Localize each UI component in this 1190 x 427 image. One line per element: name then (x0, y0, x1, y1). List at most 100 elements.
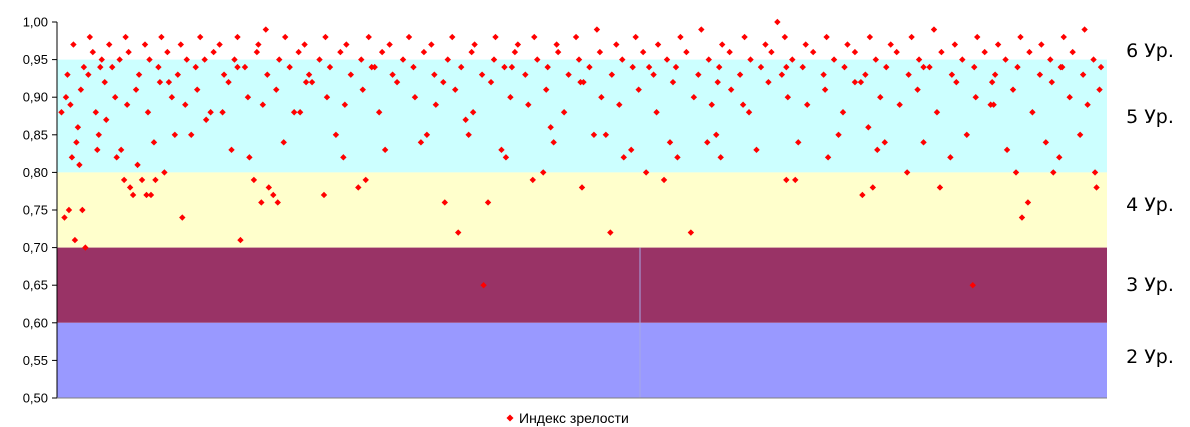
data-point (109, 63, 116, 71)
data-point (76, 161, 83, 169)
band-level-5 (57, 322, 1107, 398)
data-point (73, 139, 80, 146)
data-point (1003, 146, 1011, 154)
data-point (265, 184, 272, 191)
data-point (123, 101, 131, 108)
data-point (150, 139, 158, 146)
data-point (920, 63, 927, 71)
data-point (620, 154, 627, 161)
data-point (469, 109, 477, 116)
data-point (705, 56, 712, 63)
data-point (613, 41, 620, 48)
data-point (577, 78, 584, 86)
data-point (872, 56, 880, 63)
data-point (514, 41, 522, 48)
data-point (182, 101, 189, 108)
data-point (865, 124, 872, 131)
level-label-1: 6 Ур. (1126, 40, 1174, 62)
data-point (68, 154, 76, 161)
data-point (143, 191, 150, 199)
y-tick-labels: 1,00 0,95 0,90 0,85 0,80 0,75 0,70 0,65 0,60 0,55… (23, 15, 48, 406)
data-point (207, 109, 214, 116)
data-point (809, 48, 817, 56)
data-point (508, 63, 516, 71)
data-point (1014, 63, 1021, 71)
data-point (274, 199, 281, 206)
data-point (547, 124, 554, 131)
data-point (974, 33, 981, 41)
data-point (219, 109, 226, 116)
data-point (302, 78, 310, 86)
data-point (1048, 78, 1055, 86)
data-point (762, 41, 769, 48)
data-point (359, 86, 366, 93)
data-point (795, 139, 802, 146)
data-point (129, 191, 137, 199)
data-point (161, 169, 168, 176)
data-point (851, 78, 859, 86)
data-point (165, 78, 173, 86)
data-point (1081, 26, 1088, 33)
data-point (371, 63, 378, 71)
data-point (101, 78, 108, 86)
data-point (144, 109, 152, 116)
data-point (164, 48, 171, 56)
data-point (598, 94, 605, 101)
data-point (411, 94, 419, 101)
data-point (468, 48, 475, 56)
legend-label: Индекс зрелости (519, 410, 629, 426)
data-point (393, 78, 401, 86)
data-point (358, 56, 365, 63)
data-point (821, 86, 829, 93)
data-point (64, 71, 71, 78)
data-point (525, 101, 532, 108)
data-point (632, 33, 639, 41)
data-point (726, 48, 733, 56)
legend: Индекс зрелости (506, 410, 629, 426)
data-point (938, 48, 945, 56)
data-point (936, 184, 944, 191)
data-point (340, 154, 347, 161)
data-point (887, 41, 894, 48)
data-point (296, 109, 304, 116)
data-point (1002, 56, 1009, 63)
band-level-2 (57, 59, 1107, 173)
data-point (781, 33, 789, 41)
data-point (789, 56, 796, 63)
data-point (183, 56, 190, 63)
data-point (1066, 94, 1073, 101)
data-point (1091, 169, 1099, 176)
data-point (253, 48, 261, 56)
data-point (1047, 56, 1054, 63)
data-point (428, 41, 435, 48)
data-point (177, 41, 185, 48)
data-point (802, 41, 809, 48)
data-point (862, 71, 869, 78)
data-point (478, 71, 486, 78)
data-point (375, 109, 383, 116)
data-point (126, 184, 134, 191)
data-point (914, 86, 921, 93)
data-point (132, 86, 140, 93)
band-level-1 (57, 22, 1107, 60)
data-point (194, 86, 201, 93)
data-point (550, 139, 557, 146)
y-tick-label: 0,80 (23, 165, 48, 180)
data-point (629, 63, 636, 71)
data-point (158, 33, 165, 41)
data-point (951, 41, 959, 48)
y-tick-label: 0,75 (23, 203, 48, 218)
data-point (98, 56, 105, 63)
data-point (134, 161, 141, 169)
data-point (683, 48, 690, 56)
data-point (874, 146, 881, 154)
data-point (196, 33, 204, 41)
data-point (883, 63, 890, 71)
data-point (869, 184, 877, 191)
data-point (645, 63, 653, 71)
data-point (666, 139, 674, 146)
data-point (322, 33, 329, 41)
data-point (343, 41, 350, 48)
data-point (1069, 48, 1076, 56)
data-point (896, 101, 903, 108)
